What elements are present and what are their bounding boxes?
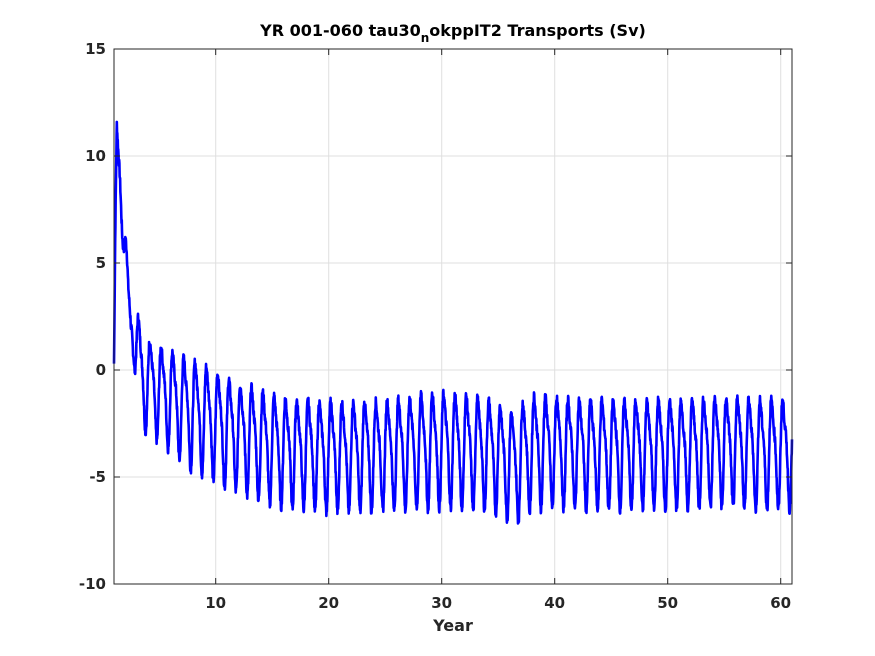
x-axis-label: Year — [432, 616, 473, 635]
chart-title: YR 001-060 tau30nokppIT2 Transports (Sv) — [259, 21, 646, 45]
transport-series-line — [112, 120, 794, 525]
axis-ticks — [114, 48, 792, 585]
chart-title-subscript: n — [421, 31, 430, 45]
data-series — [112, 120, 794, 525]
y-tick-label: -5 — [89, 468, 106, 486]
y-tick-label: 5 — [96, 254, 106, 272]
y-tick-label: -10 — [79, 575, 106, 593]
chart-title-main: YR 001-060 tau30 — [259, 21, 421, 40]
x-tick-labels: 10 20 30 40 50 60 — [205, 594, 791, 612]
axes-frame — [113, 48, 793, 585]
y-tick-label: 15 — [85, 40, 106, 58]
chart-title-rest: okppIT2 Transports (Sv) — [429, 21, 646, 40]
x-tick-label: 10 — [205, 594, 226, 612]
x-tick-label: 40 — [544, 594, 565, 612]
x-tick-label: 60 — [770, 594, 791, 612]
x-tick-label: 50 — [657, 594, 678, 612]
x-tick-label: 20 — [318, 594, 339, 612]
plot-area — [114, 49, 792, 584]
y-tick-labels: -10 -5 0 5 10 15 — [79, 40, 106, 593]
x-tick-label: 30 — [431, 594, 452, 612]
y-tick-label: 10 — [85, 147, 106, 165]
y-tick-label: 0 — [96, 361, 106, 379]
